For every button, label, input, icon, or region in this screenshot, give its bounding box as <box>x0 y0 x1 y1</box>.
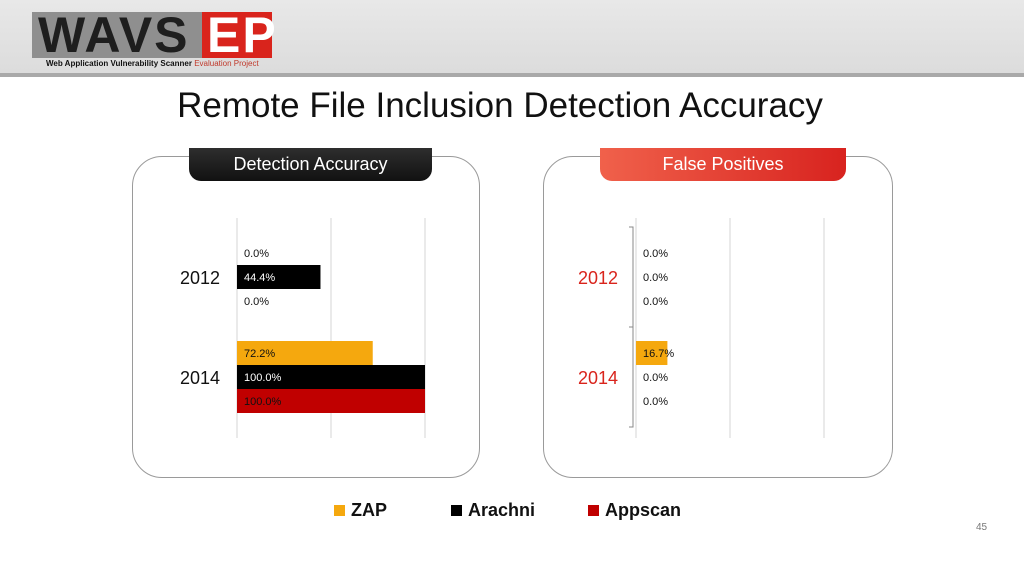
data-label-appscan-2012: 0.0% <box>244 296 269 308</box>
legend-label-zap: ZAP <box>351 500 387 520</box>
data-label-zap-2014: 72.2% <box>244 348 275 360</box>
detection-accuracy-chart: 2012 0.0% 44.4% 0.0% 2014 72.2% 100.0% 100.0% <box>180 218 426 438</box>
bar-zap-2014 <box>237 341 373 365</box>
legend-item-zap: ZAP <box>334 500 387 521</box>
data-label-arachni-2014: 0.0% <box>643 372 668 384</box>
legend-swatch-appscan <box>588 505 599 516</box>
legend-swatch-zap <box>334 505 345 516</box>
data-label-zap-2012: 0.0% <box>643 248 668 260</box>
logo-accent-text: EP <box>207 7 278 63</box>
detection-accuracy-title: Detection Accuracy <box>189 148 432 181</box>
slide-title: Remote File Inclusion Detection Accuracy <box>177 86 823 125</box>
bar-appscan-2014 <box>237 389 425 413</box>
bar-zap-2014 <box>636 341 668 365</box>
data-label-appscan-2014: 100.0% <box>244 396 282 408</box>
data-label-appscan-2014: 0.0% <box>643 396 668 408</box>
chart-legend: ZAP Arachni Appscan <box>0 500 1024 524</box>
category-label-2012: 2012 <box>578 268 618 288</box>
false-positives-panel <box>543 156 893 478</box>
category-label-2014: 2014 <box>180 368 220 388</box>
legend-label-appscan: Appscan <box>605 500 682 520</box>
bar-arachni-2012 <box>237 265 321 289</box>
false-positives-chart: 2012 0.0% 0.0% 0.0% 2014 16.7% 0.0% 0.0% <box>578 218 825 438</box>
category-label-2014: 2014 <box>578 368 618 388</box>
false-positives-title: False Positives <box>600 148 846 181</box>
legend-item-arachni: Arachni <box>451 500 535 521</box>
page-number: 45 <box>976 522 988 533</box>
detection-accuracy-panel <box>132 156 480 478</box>
data-label-zap-2012: 0.0% <box>244 248 269 260</box>
legend-swatch-arachni <box>451 505 462 516</box>
data-label-arachni-2012: 0.0% <box>643 272 668 284</box>
data-label-appscan-2012: 0.0% <box>643 296 668 308</box>
legend-item-appscan: Appscan <box>588 500 681 521</box>
data-label-zap-2014: 16.7% <box>643 348 674 360</box>
bar-arachni-2014 <box>237 365 425 389</box>
category-bracket-2014 <box>629 326 634 428</box>
category-label-2012: 2012 <box>180 268 220 288</box>
legend-label-arachni: Arachni <box>468 500 536 520</box>
logo-main-text: WAVS <box>38 7 190 63</box>
top-banner: WAVS EP Web Application Vulnerability Sc… <box>0 0 1024 77</box>
wavsep-logo: WAVS EP Web Application Vulnerability Sc… <box>32 8 276 70</box>
data-label-arachni-2012: 44.4% <box>244 272 275 284</box>
category-bracket-2012 <box>629 226 634 328</box>
logo-subtitle: Web Application Vulnerability Scanner Ev… <box>46 59 259 68</box>
data-label-arachni-2014: 100.0% <box>244 372 282 384</box>
